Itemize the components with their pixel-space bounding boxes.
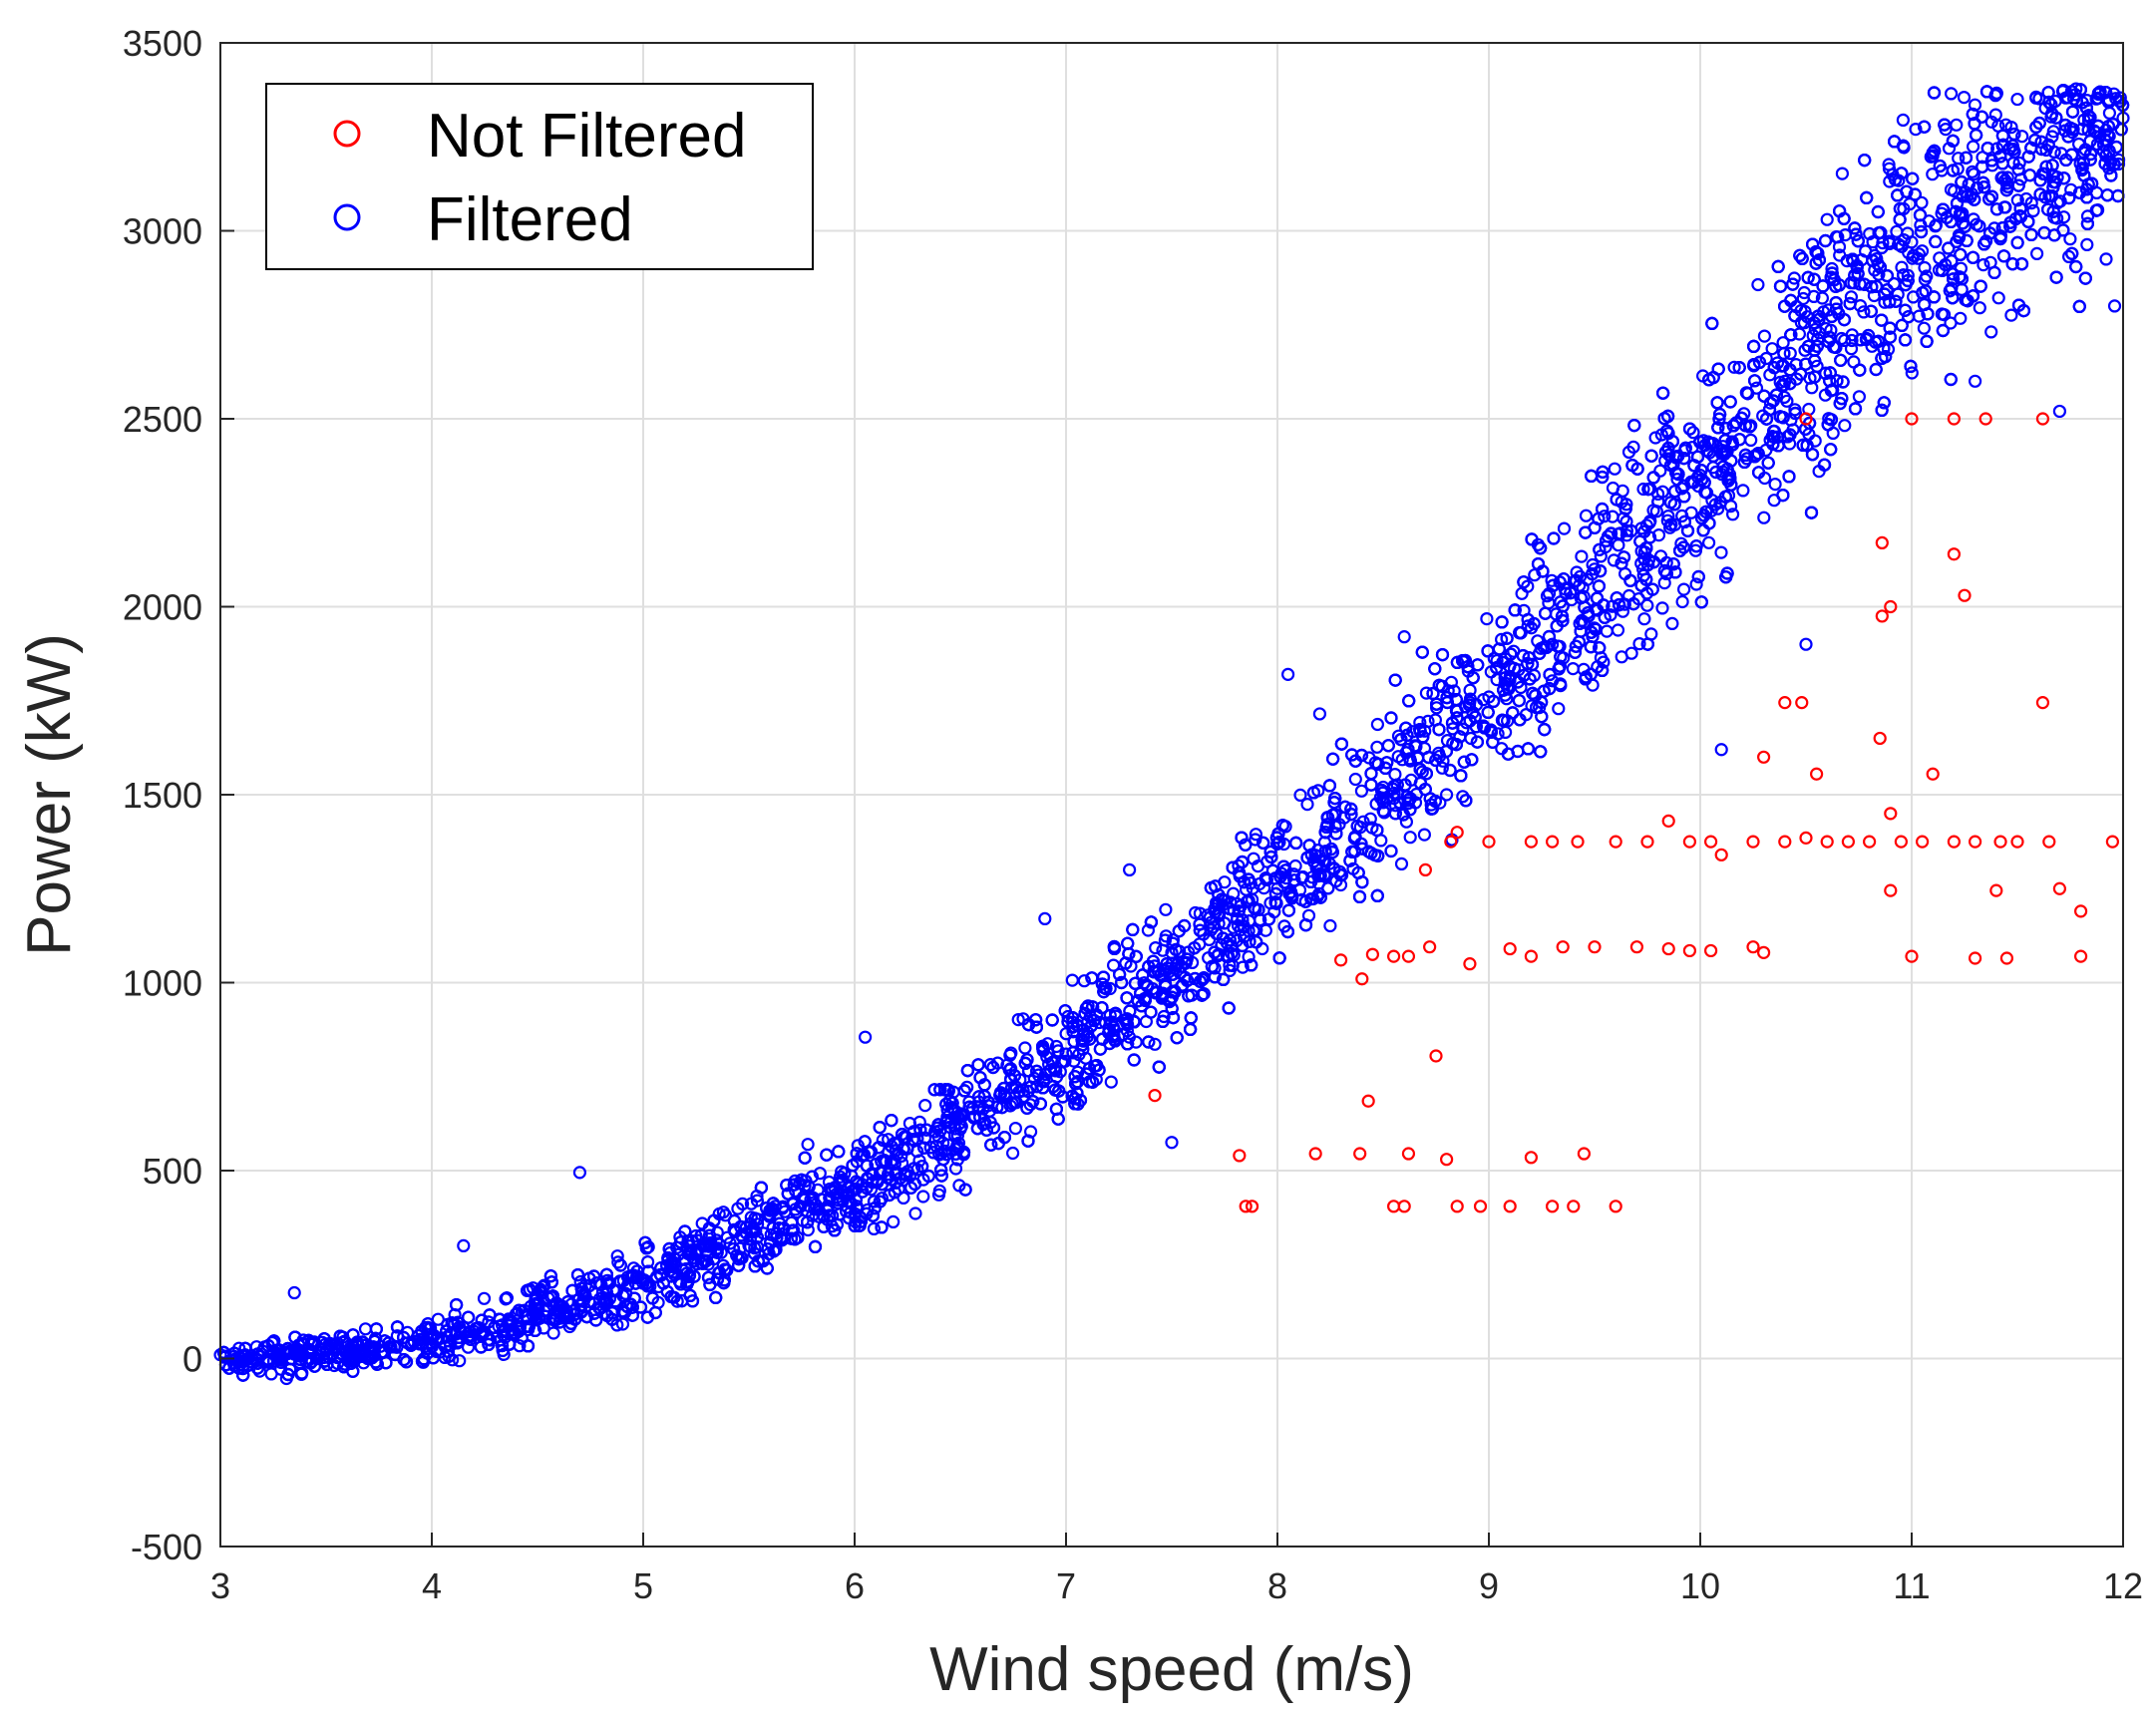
chart-root: 3456789101112-50005001000150020002500300… [0, 0, 2156, 1716]
scatter-chart: 3456789101112-50005001000150020002500300… [0, 0, 2156, 1716]
